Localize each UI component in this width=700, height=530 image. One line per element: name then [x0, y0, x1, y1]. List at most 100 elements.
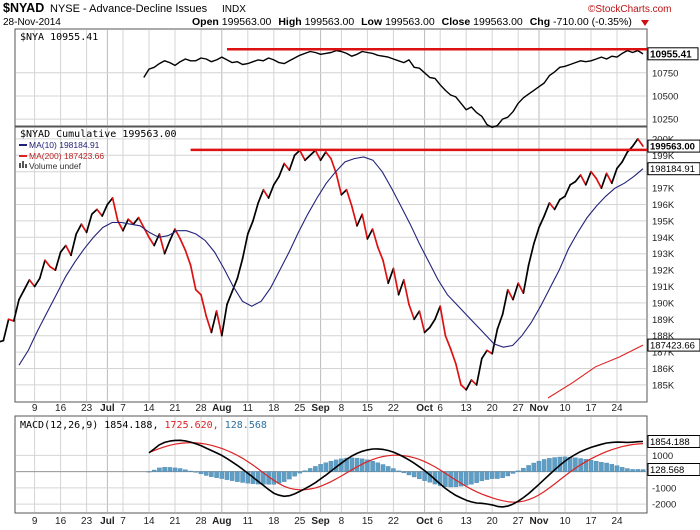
low-label: Low: [361, 16, 383, 28]
panel-3-frame: [14, 415, 648, 514]
nyad-down-segment: [111, 197, 119, 222]
x-tick-label: 25: [294, 516, 306, 527]
macd-histogram-bar: [354, 457, 360, 472]
nya-value-box: [647, 47, 699, 61]
macd-histogram-bar: [437, 471, 443, 486]
nyad-down-segment: [262, 188, 270, 199]
ohlc-line: Open 199563.00 High 199563.00 Low 199563…: [192, 16, 632, 28]
nyad-legend: MA(10) 198184.91 MA(200) 187423.66 Volum…: [19, 140, 104, 171]
nyad-value-label: 187423.66: [650, 341, 695, 352]
nyad-down-segment: [189, 264, 197, 291]
date-label: 28-Nov-2014: [3, 17, 61, 28]
macd-histogram-bar: [177, 468, 183, 472]
nyad-up-segment: [54, 251, 62, 271]
nyad-up-segment: [210, 310, 218, 334]
nyad-down-segment: [96, 208, 104, 217]
macd-histogram-bar: [593, 461, 599, 472]
y-tick-label: 194K: [652, 233, 675, 244]
x-tick-label: 8: [339, 516, 345, 527]
nyad-up-segment: [267, 183, 275, 199]
nyad-up-segment: [132, 216, 140, 226]
ma200-legend-label: MA(200) 187423.66: [29, 151, 104, 161]
macd-histogram-bar: [469, 471, 474, 485]
macd-histogram-bar: [484, 471, 490, 480]
nyad-up-segment: [610, 167, 618, 185]
macd-histogram-bar: [203, 471, 209, 476]
x-tick-label: 20: [487, 516, 499, 527]
nyad-down-segment: [44, 259, 52, 268]
macd-value-label: 128.568: [650, 465, 684, 476]
macd-histogram-bar: [370, 460, 375, 472]
nyad-down-segment: [517, 282, 525, 294]
nyad-up-segment: [564, 183, 572, 198]
nyad-up-segment: [75, 223, 83, 235]
y-tick-label: 10500: [652, 92, 678, 103]
nyad-down-segment: [402, 279, 410, 306]
x-tick-label: 22: [388, 516, 400, 527]
macd-value-box: [647, 435, 700, 448]
nyad-down-segment: [439, 305, 447, 337]
chg-value: -710.00 (-0.35%): [553, 16, 632, 28]
macd-histogram-bar: [562, 456, 568, 472]
macd-histogram-bar: [448, 471, 453, 488]
macd-line: [148, 439, 644, 508]
nyad-up-segment: [465, 379, 473, 391]
nyad-up-segment: [153, 233, 161, 247]
macd-histogram-bar: [281, 471, 287, 482]
macd-histogram-bar: [209, 471, 214, 477]
nyad-down-segment: [382, 259, 390, 285]
nyad-plot: [0, 138, 648, 399]
nyad-up-segment: [226, 290, 234, 306]
nyad-down-segment: [28, 279, 36, 288]
nyad-up-segment: [501, 288, 509, 316]
x-tick-label: 20: [487, 403, 499, 414]
macd-histogram-bar: [474, 471, 479, 483]
x-tick-label: 16: [55, 403, 67, 414]
macd-histogram-bar: [365, 459, 370, 472]
macd-histogram-bar: [391, 468, 396, 472]
volume-bars-icon: [19, 163, 21, 168]
macd-histogram-bar: [385, 466, 391, 472]
nyad-up-segment: [257, 188, 265, 204]
nyad-down-segment: [330, 157, 338, 175]
nyad-up-segment: [12, 298, 20, 322]
macd-histogram-bar: [411, 471, 417, 478]
x-tick-label: Aug: [212, 516, 231, 527]
nyad-up-segment: [527, 243, 535, 267]
nyad-down-segment: [7, 318, 15, 322]
x-tick-label: 24: [611, 403, 623, 414]
x-tick-label: 22: [388, 403, 400, 414]
macd-histogram-bar: [344, 457, 349, 472]
macd-histogram-bar: [599, 462, 604, 472]
x-tick-label: 8: [339, 403, 345, 414]
panel-2-frame: [14, 126, 648, 403]
x-tick-label: 27: [513, 516, 525, 527]
volume-legend-label: Volume undef: [29, 161, 82, 171]
close-value: 199563.00: [473, 16, 523, 28]
macd-histogram-bar: [214, 471, 219, 478]
nyad-down-segment: [408, 303, 416, 321]
nyad-up-segment: [631, 138, 639, 148]
nyad-up-segment: [278, 162, 286, 178]
nyad-up-segment: [18, 288, 26, 301]
y-tick-label: 195K: [652, 216, 675, 227]
brand-label: ©StockCharts.com: [588, 4, 672, 15]
macd-histogram-bar: [240, 471, 245, 483]
macd-histogram-bar: [443, 471, 448, 487]
nyad-down-segment: [486, 349, 494, 355]
close-label: Close: [442, 16, 471, 28]
x-tick-label: 23: [81, 403, 93, 414]
macd-histogram-bar: [229, 471, 235, 481]
nyad-up-segment: [59, 244, 67, 253]
nyad-down-segment: [376, 246, 384, 262]
nyad-down-segment: [590, 170, 598, 180]
nyad-up-segment: [496, 313, 504, 330]
exchange-label: INDX: [222, 4, 246, 15]
x-tick-label: 6: [437, 516, 443, 527]
nyad-up-segment: [319, 151, 327, 162]
nyad-up-segment: [252, 202, 260, 222]
y-tick-label: 193K: [652, 249, 675, 260]
high-label: High: [278, 16, 301, 28]
nyad-up-segment: [558, 195, 566, 201]
nyad-up-segment: [475, 357, 483, 386]
